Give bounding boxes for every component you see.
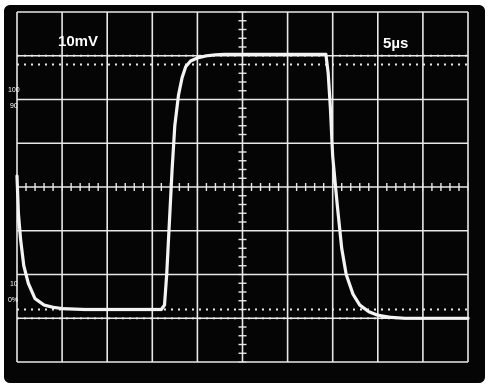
marker-90: 90 xyxy=(10,103,18,110)
time-per-div-label: 5µs xyxy=(383,35,408,52)
axis-ticks xyxy=(16,11,469,363)
marker-10: 10 xyxy=(10,281,18,288)
marker-0-percent: 0% xyxy=(8,297,18,304)
marker-100: 100 xyxy=(8,87,20,94)
signal-trace xyxy=(15,52,470,320)
volts-per-div-label: 10mV xyxy=(58,33,98,50)
